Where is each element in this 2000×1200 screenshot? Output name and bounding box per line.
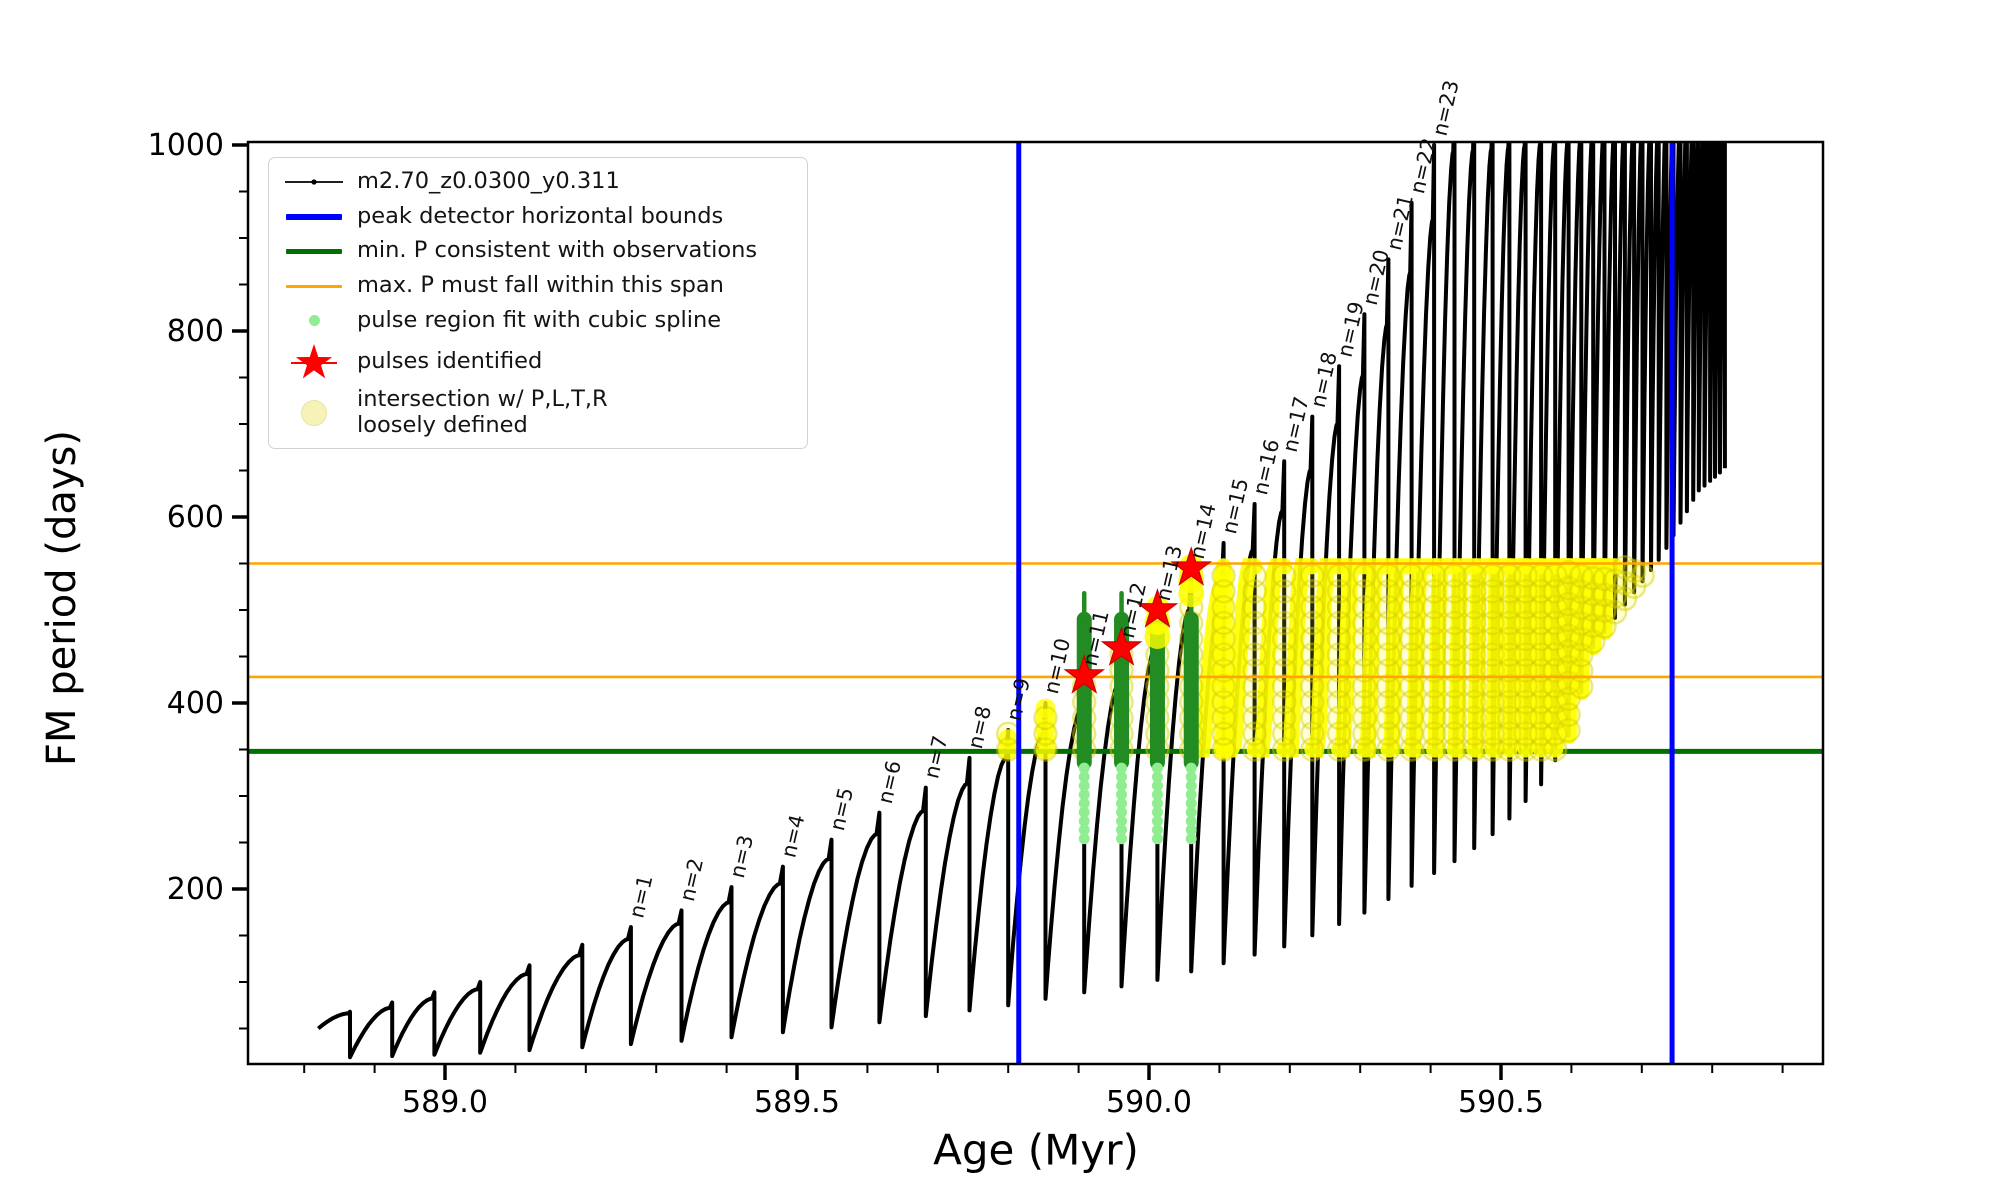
x-tick-label: 589.0 xyxy=(402,1085,488,1120)
y-tick-label: 200 xyxy=(167,872,224,907)
intersection-columns xyxy=(998,565,1234,760)
y-tick-label: 400 xyxy=(167,686,224,721)
legend-label: peak detector horizontal bounds xyxy=(357,202,724,229)
pulse-label-n23: n=23 xyxy=(1428,78,1464,138)
lightgreen-dot-icon xyxy=(281,315,347,327)
y-tick-label: 800 xyxy=(167,314,224,349)
legend-label: pulses identified xyxy=(357,347,543,374)
legend-item-peak-bounds: peak detector horizontal bounds xyxy=(281,202,801,232)
legend-item-max-p: max. P must fall within this span xyxy=(281,271,801,301)
legend-item-pulses-identified: pulses identified xyxy=(281,341,801,383)
x-tick-label: 590.0 xyxy=(1106,1085,1192,1120)
pulse-label-n1: n=1 xyxy=(624,873,657,921)
pulse-label-n2: n=2 xyxy=(675,856,708,904)
legend-item-pulse-region: pulse region fit with cubic spline xyxy=(281,306,801,336)
legend-label: m2.70_z0.0300_y0.311 xyxy=(357,168,620,195)
pulse-label-n15: n=15 xyxy=(1217,476,1253,536)
pulse-label-n3: n=3 xyxy=(725,833,758,881)
legend-label: max. P must fall within this span xyxy=(357,272,724,299)
pulse-star-n11 xyxy=(1063,654,1106,694)
red-star-icon xyxy=(281,341,347,383)
legend-label: pulse region fit with cubic spline xyxy=(357,306,722,333)
y-tick-label: 1000 xyxy=(148,128,224,163)
pulse-label-n9: n=9 xyxy=(1002,676,1035,724)
legend-item-model-track: m2.70_z0.0300_y0.311 xyxy=(281,167,801,197)
pale-yellow-dot-icon xyxy=(281,400,347,427)
identified-pulse-stars xyxy=(1063,546,1213,694)
green-line-icon xyxy=(281,248,347,254)
pulse-label-n4: n=4 xyxy=(776,812,809,860)
intersection-arcs xyxy=(1183,558,1623,758)
x-tick-label: 589.5 xyxy=(754,1085,840,1120)
y-axis-label: FM period (days) xyxy=(39,430,85,766)
legend-box: m2.70_z0.0300_y0.311 peak detector horiz… xyxy=(268,157,808,449)
legend-item-intersection: intersection w/ P,L,T,R loosely defined xyxy=(281,386,801,439)
pulse-star-n12 xyxy=(1100,626,1143,666)
blue-line-icon xyxy=(281,213,347,220)
legend-label: intersection w/ P,L,T,R loosely defined xyxy=(357,386,608,439)
y-tick-label: 600 xyxy=(167,500,224,535)
pulse-label-n5: n=5 xyxy=(825,785,858,833)
legend-label: min. P consistent with observations xyxy=(357,237,758,264)
pulse-label-n10: n=10 xyxy=(1039,636,1075,696)
x-tick-label: 590.5 xyxy=(1458,1085,1544,1120)
pulse-label-n6: n=6 xyxy=(873,758,906,806)
pulse-star-n13 xyxy=(1136,588,1179,628)
legend-item-min-p: min. P consistent with observations xyxy=(281,236,801,266)
pulse-label-n14: n=14 xyxy=(1185,501,1221,561)
pulse-label-n8: n=8 xyxy=(963,704,996,752)
x-axis-label: Age (Myr) xyxy=(933,1125,1139,1175)
plot-area xyxy=(248,142,1823,1064)
axes-frame: 589.0 589.5 590.0 590.5 200 400 600 800 1000 xyxy=(148,128,1825,1120)
model-track-line-icon xyxy=(281,177,347,187)
pulse-label-n7: n=7 xyxy=(919,733,952,781)
pulse-star-n14 xyxy=(1170,546,1213,586)
orange-line-icon xyxy=(281,284,347,288)
